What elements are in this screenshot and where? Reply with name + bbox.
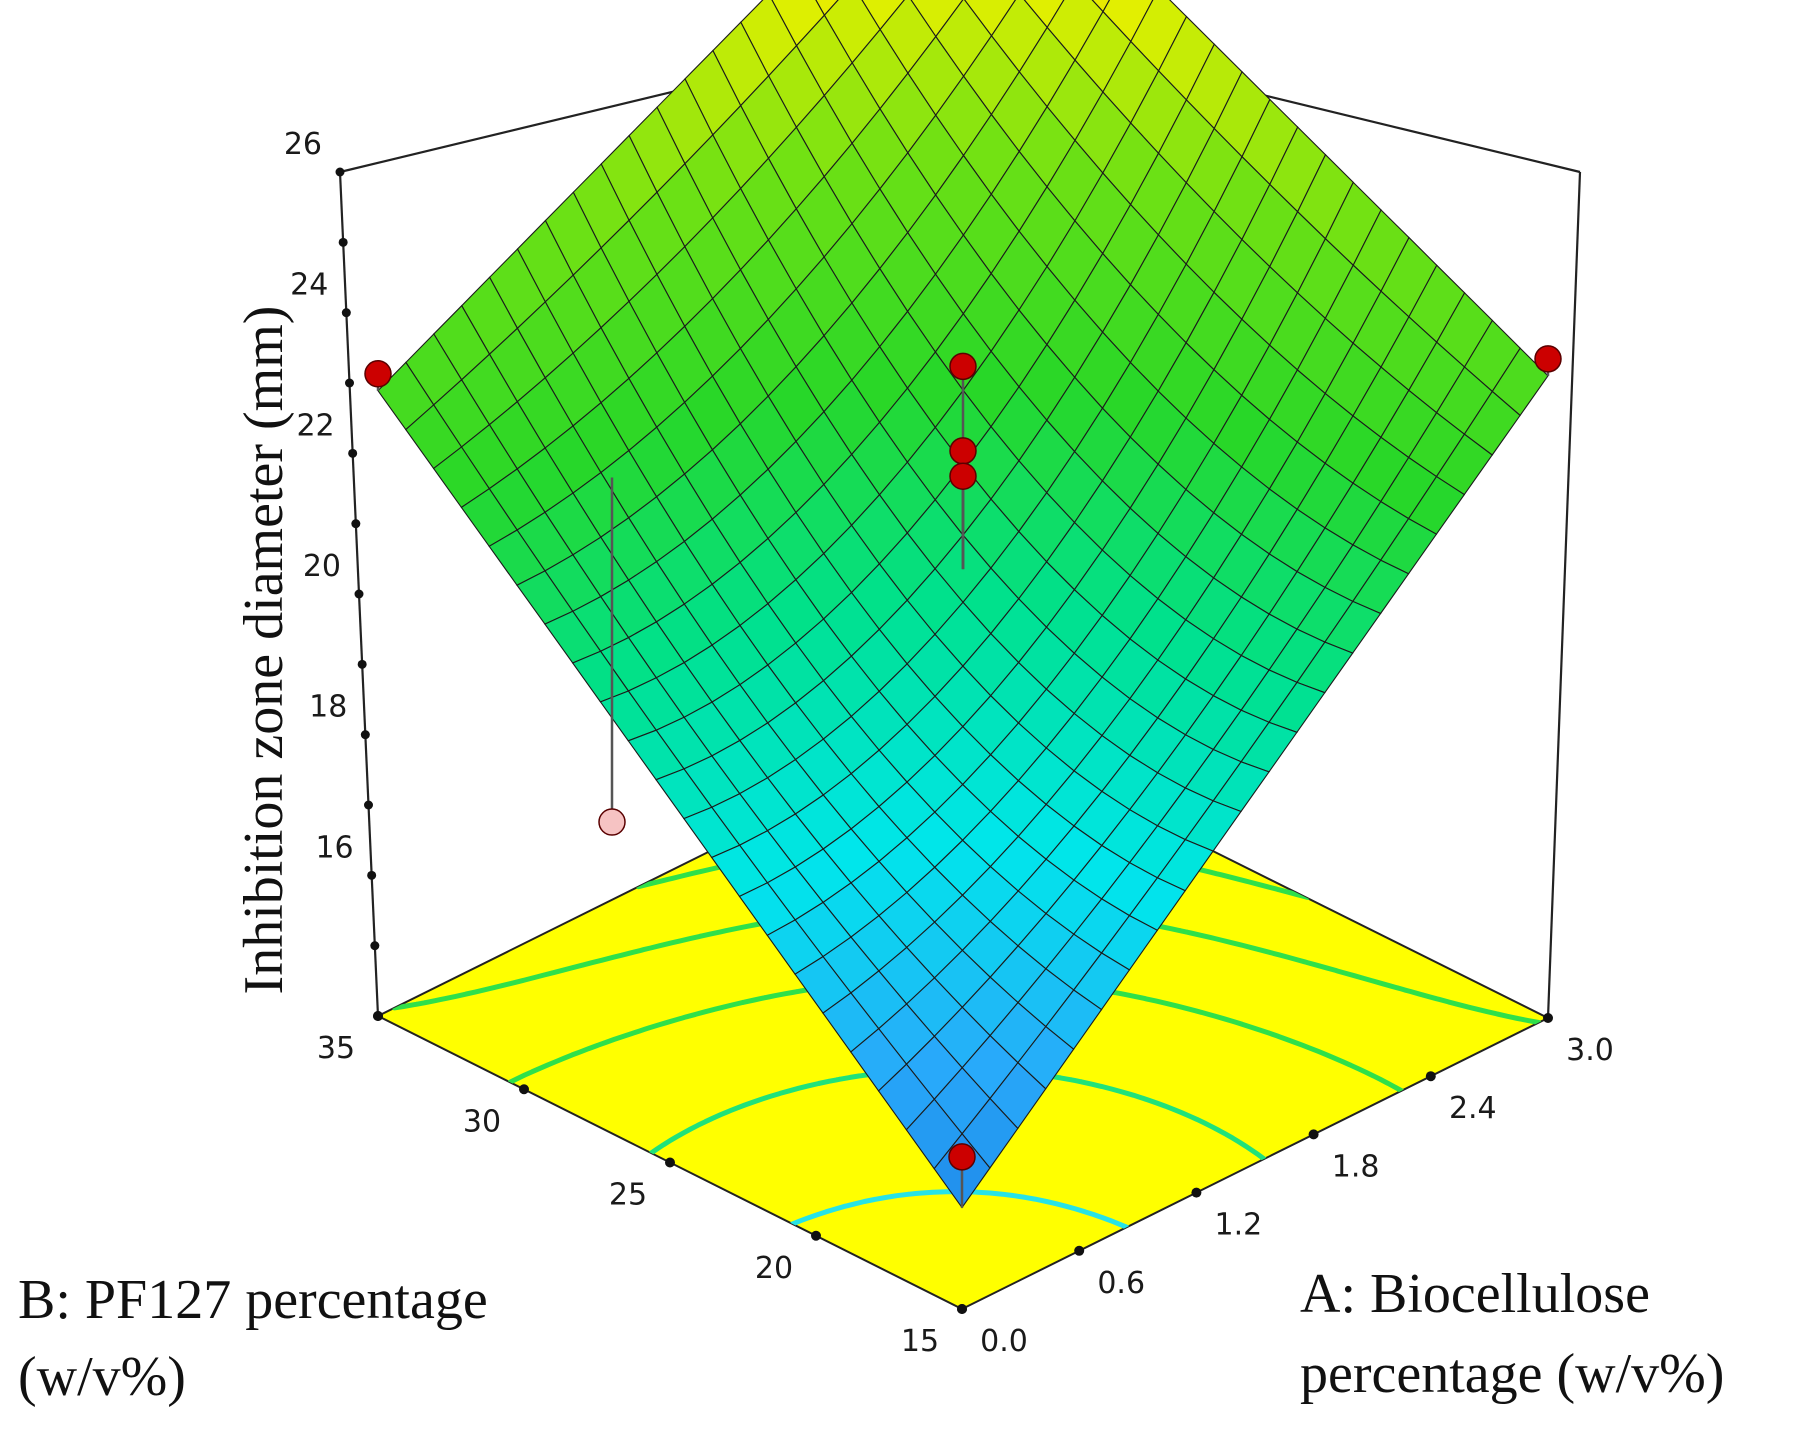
design-point-5 bbox=[949, 437, 977, 465]
z-tick-mark bbox=[341, 308, 351, 318]
surface-cell bbox=[1091, 0, 1111, 13]
b-tick-mark bbox=[665, 1157, 675, 1168]
z-minor-tick-mark bbox=[370, 941, 380, 951]
a-tick-mark bbox=[1191, 1187, 1202, 1198]
z-tick-label: 18 bbox=[309, 690, 347, 725]
design-points bbox=[364, 345, 1562, 1208]
z-tick-mark bbox=[348, 448, 358, 458]
z-minor-tick-mark bbox=[364, 800, 373, 810]
a-tick-label: 0.0 bbox=[980, 1324, 1028, 1359]
z-tick-mark bbox=[335, 167, 345, 177]
design-point-3 bbox=[364, 360, 392, 388]
z-tick-label: 24 bbox=[290, 268, 328, 303]
design-point-2 bbox=[1534, 345, 1562, 373]
z-tick-label: 26 bbox=[284, 127, 322, 162]
z-minor-tick-mark bbox=[338, 237, 348, 247]
a-tick-label: 0.6 bbox=[1097, 1266, 1145, 1301]
a-tick-mark bbox=[1308, 1129, 1319, 1140]
a-tick-label: 1.2 bbox=[1215, 1208, 1263, 1243]
z-tick-mark bbox=[354, 589, 364, 599]
b-tick-label: 35 bbox=[317, 1031, 355, 1066]
a-tick-mark bbox=[957, 1304, 967, 1314]
z-tick-label: 16 bbox=[315, 830, 353, 865]
design-point-1 bbox=[948, 1143, 976, 1171]
z-axis-ticks: 16 18 20 22 24 26 bbox=[284, 127, 383, 1021]
z-tick-mark bbox=[360, 730, 370, 740]
response-surface bbox=[377, 0, 1549, 1209]
z-tick-label: 20 bbox=[303, 549, 341, 584]
design-point-6 bbox=[949, 462, 977, 490]
right-vertical-edge bbox=[1546, 171, 1582, 1019]
z-tick-mark bbox=[367, 870, 377, 880]
a-tick-mark bbox=[1543, 1013, 1553, 1023]
surface-cell bbox=[815, 0, 839, 17]
a-axis-title-line2: percentage (w/v%) bbox=[1300, 1343, 1724, 1405]
a-tick-mark bbox=[1425, 1071, 1436, 1082]
contour-line-17 bbox=[790, 1189, 1130, 1230]
a-tick-mark bbox=[1074, 1245, 1085, 1256]
b-tick-label: 15 bbox=[901, 1324, 939, 1359]
z-axis-title: Inhibition zone diameter (mm) bbox=[233, 306, 295, 995]
a-axis-ticks: 0.0 0.6 1.2 1.8 2.4 3.0 bbox=[957, 1013, 1614, 1359]
b-axis-title-line2: (w/v%) bbox=[18, 1346, 186, 1408]
a-tick-label: 1.8 bbox=[1332, 1149, 1380, 1184]
design-point-4 bbox=[949, 352, 977, 381]
z-minor-tick-mark bbox=[357, 659, 367, 669]
a-tick-label: 2.4 bbox=[1449, 1091, 1497, 1126]
z-minor-tick-mark bbox=[351, 519, 361, 529]
b-tick-label: 30 bbox=[463, 1104, 501, 1139]
b-tick-label: 25 bbox=[609, 1178, 647, 1213]
b-tick-mark bbox=[373, 1011, 383, 1021]
z-tick-label: 22 bbox=[296, 408, 334, 443]
b-tick-mark bbox=[519, 1084, 529, 1095]
design-point-7 bbox=[598, 808, 626, 836]
z-minor-tick-mark bbox=[345, 378, 354, 388]
b-tick-label: 20 bbox=[755, 1251, 793, 1286]
b-tick-mark bbox=[811, 1230, 821, 1241]
b-axis-title-line1: B: PF127 percentage bbox=[18, 1269, 488, 1331]
a-axis-title-line1: A: Biocellulose bbox=[1300, 1263, 1650, 1325]
a-tick-label: 3.0 bbox=[1566, 1033, 1614, 1068]
